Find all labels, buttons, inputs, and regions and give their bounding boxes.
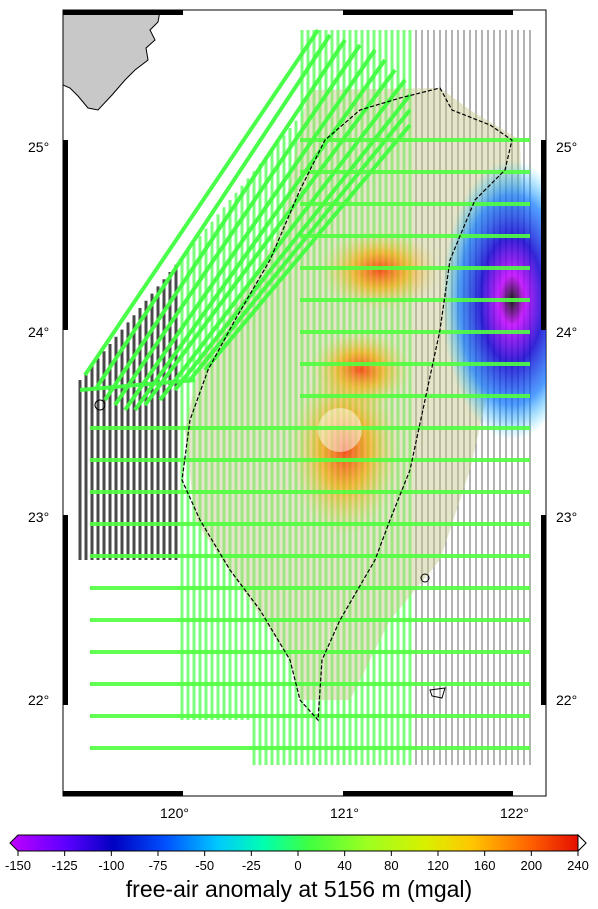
taiwan-coastline (181, 87, 513, 722)
lon-label-121: 121° (330, 805, 359, 821)
lat-label-22-right: 22° (556, 692, 577, 708)
colorbar-tick-label: -125 (52, 858, 78, 873)
colorbar-tick-label: -100 (98, 858, 124, 873)
colorbar-caption: free-air anomaly at 5156 m (mgal) (126, 876, 472, 902)
ship-tracks (79, 28, 412, 412)
colorbar-tick-label: -25 (242, 858, 261, 873)
frame-ticks (63, 10, 546, 796)
lat-label-25-right: 25° (556, 139, 577, 155)
lon-label-120: 120° (160, 805, 189, 821)
colorbar-tick-label: -150 (5, 858, 31, 873)
lat-labels-left: 25° 24° 23° 22° (28, 139, 49, 708)
lat-labels-right: 25° 24° 23° 22° (556, 139, 577, 708)
colorbar-tick-label: 160 (474, 858, 496, 873)
colorbar-tick-label: -75 (149, 858, 168, 873)
colorbar-tick-label: -50 (195, 858, 214, 873)
colorbar-tick-label: 40 (337, 858, 351, 873)
colorbar: -150 -125 -100 -75 -50 -25 0 40 80 120 160 200 240 (5, 833, 589, 873)
lat-label-25: 25° (28, 139, 49, 155)
colorbar-ticks: -150 -125 -100 -75 -50 -25 0 40 80 120 160 200 240 (5, 851, 589, 873)
china-coast-land (63, 10, 161, 111)
colorbar-tick-label: 200 (520, 858, 542, 873)
lon-label-122: 122° (500, 805, 529, 821)
colorbar-tick-label: 0 (294, 858, 301, 873)
lat-label-23: 23° (28, 509, 49, 525)
lon-labels: 120° 121° 122° (160, 805, 529, 821)
colorbar-tick-label: 240 (567, 858, 589, 873)
colorbar-tick-label: 120 (427, 858, 449, 873)
east-west-tracks (90, 138, 530, 750)
lat-label-24: 24° (28, 324, 49, 340)
colorbar-tick-label: 80 (384, 858, 398, 873)
islands (94, 399, 446, 699)
lat-label-23-right: 23° (556, 509, 577, 525)
lat-label-24-right: 24° (556, 324, 577, 340)
lat-label-22: 22° (28, 692, 49, 708)
